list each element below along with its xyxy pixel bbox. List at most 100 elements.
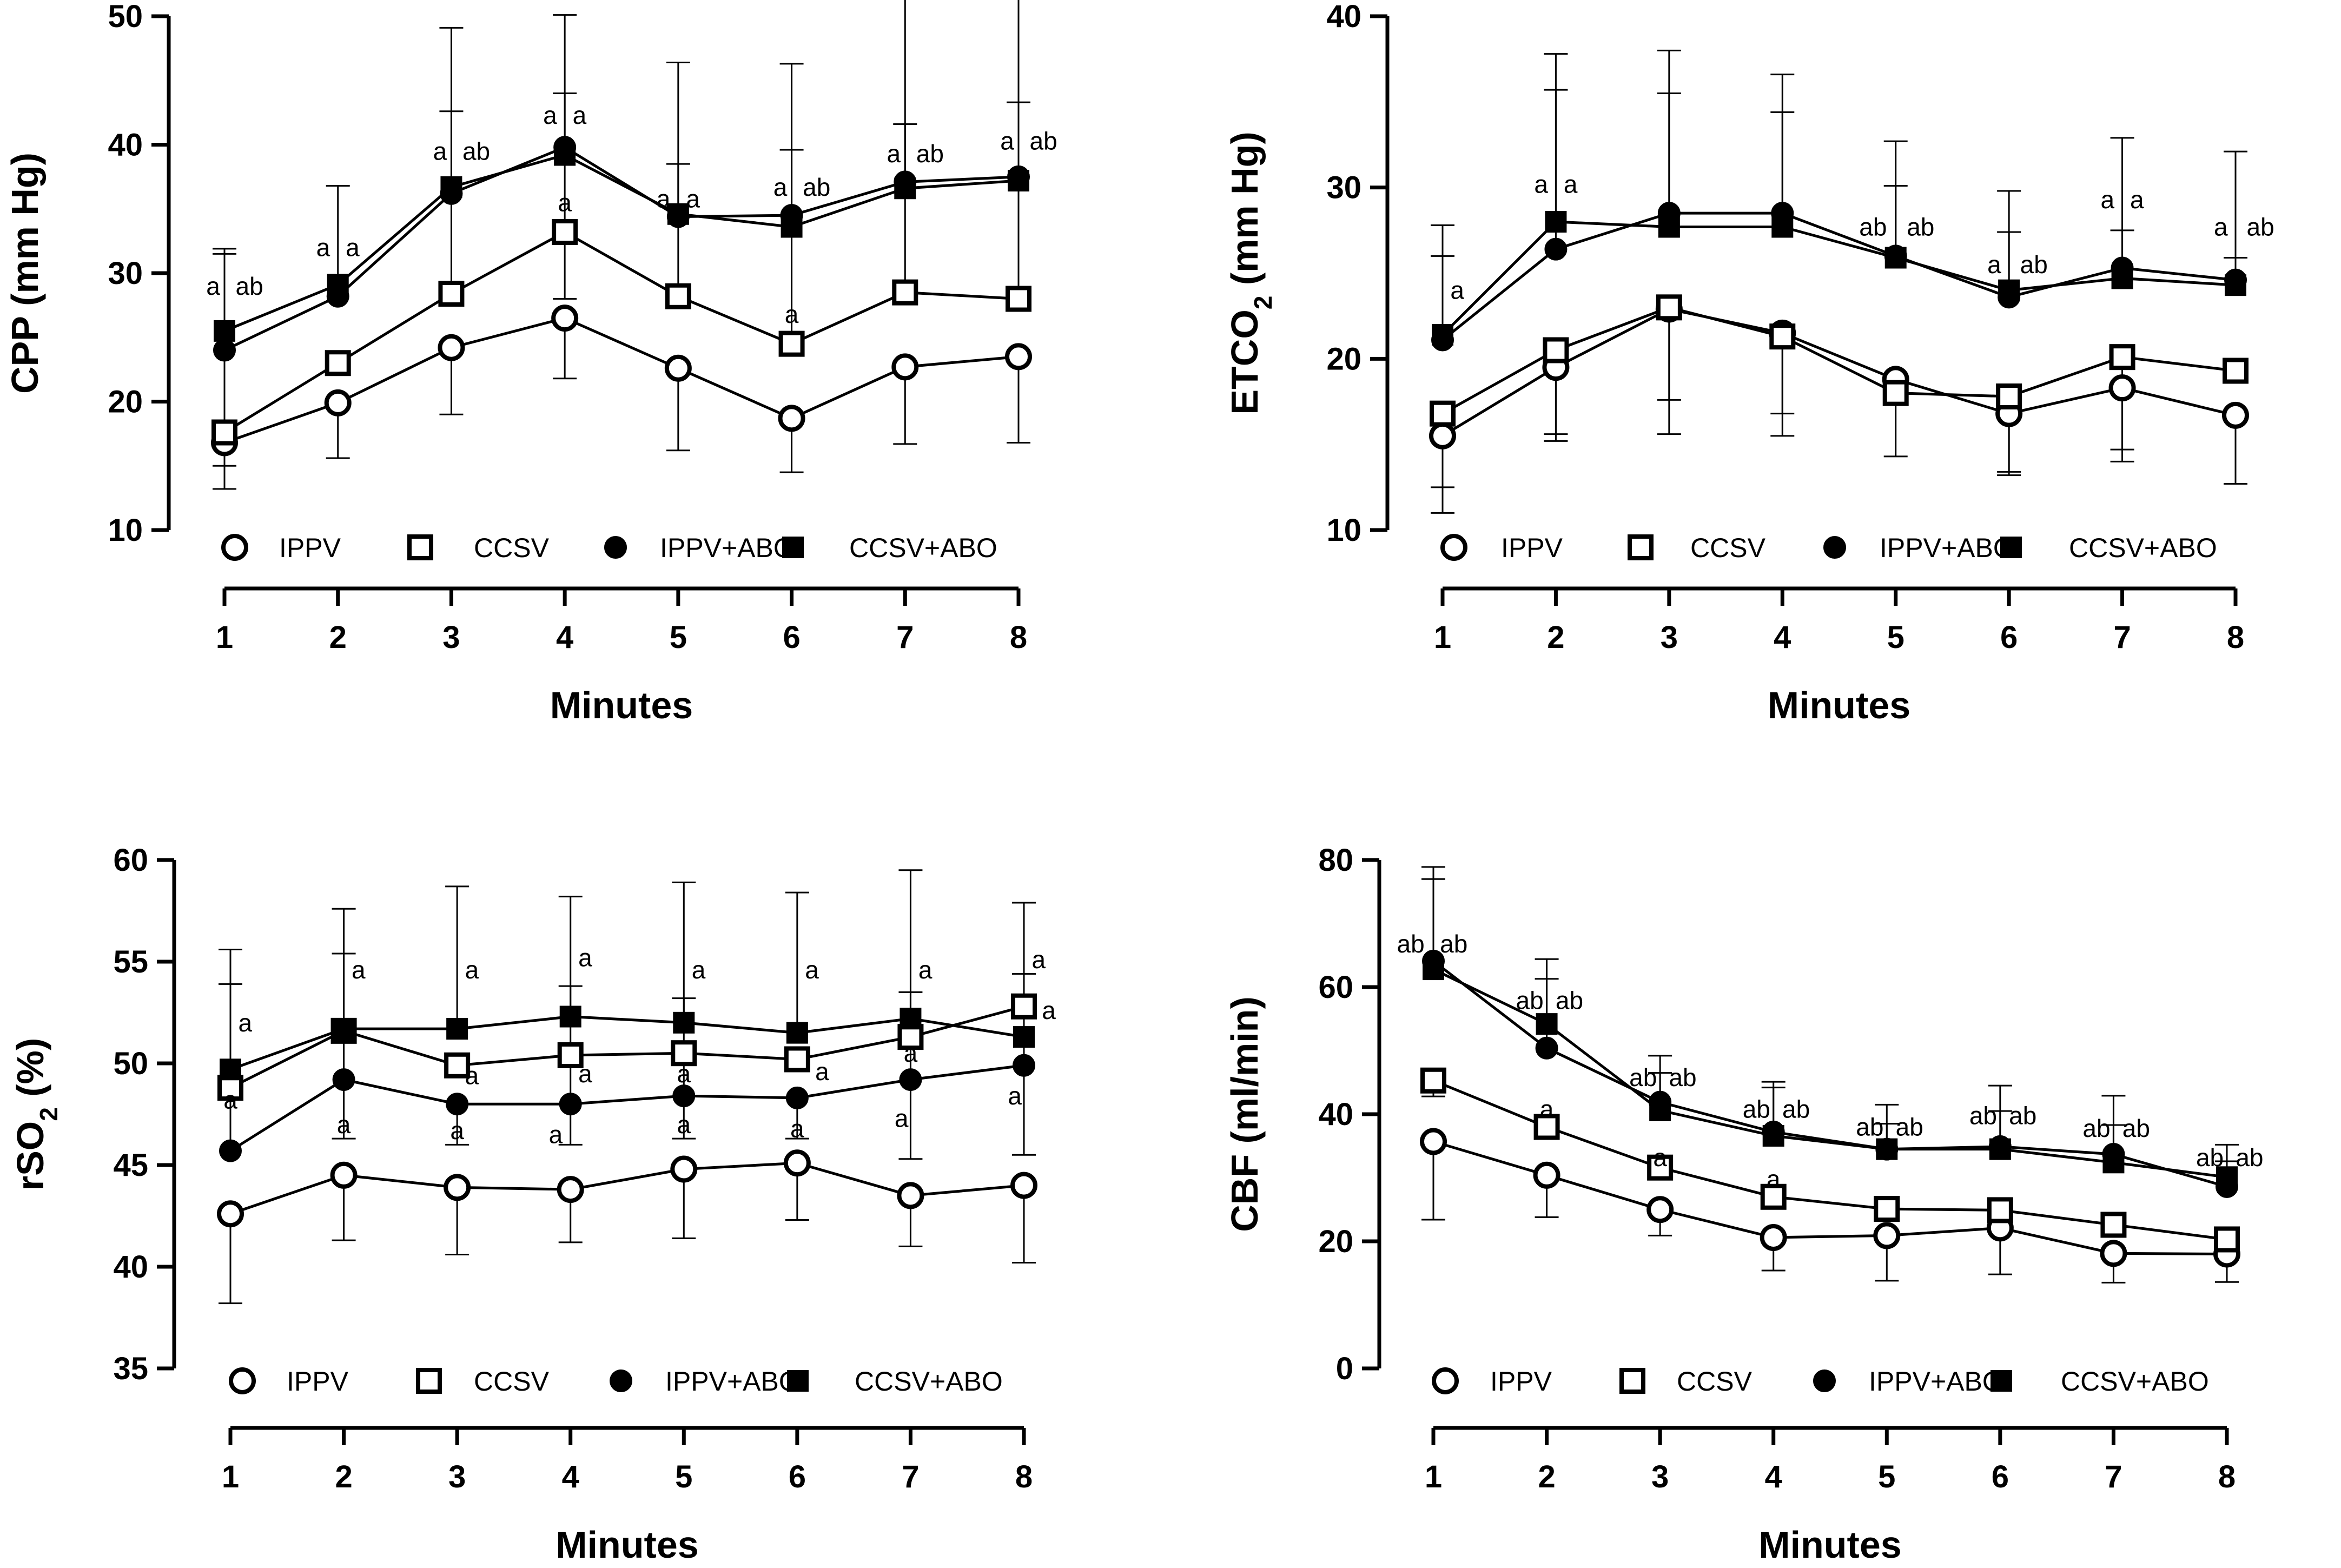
data-point: [559, 1005, 581, 1028]
annotation-label: a: [686, 184, 700, 213]
data-point: [220, 1058, 241, 1081]
annotation-label: a: [578, 943, 592, 971]
annotation-label: a: [223, 1086, 237, 1114]
data-point: [899, 1068, 922, 1091]
data-point: [1882, 380, 1909, 406]
series-line: [230, 1161, 1024, 1215]
y-tick-label: 40: [108, 128, 143, 163]
y-tick-label: 20: [1326, 341, 1361, 376]
x-tick-label: 7: [896, 620, 914, 655]
y-axis-title: CBF (ml/min): [1224, 996, 1266, 1232]
data-point: [1535, 1036, 1558, 1060]
x-tick-label: 4: [556, 620, 573, 655]
annotation-label: a: [316, 234, 330, 262]
legend-filled-square-icon: [787, 1370, 809, 1392]
data-point: [552, 219, 578, 245]
data-point: [1543, 337, 1569, 363]
series-line: [223, 230, 1019, 434]
data-point: [1533, 1161, 1560, 1189]
annotation-label: a: [2101, 186, 2115, 214]
series-ccsv-abo: [1432, 211, 2246, 346]
y-tick-label: 40: [1318, 1097, 1353, 1132]
annotation-label: a: [1653, 1143, 1667, 1172]
annotation-label: a: [2214, 213, 2228, 241]
x-tick-label: 7: [902, 1459, 919, 1494]
data-point: [438, 281, 465, 307]
y-axis-title: rSO2 (%): [9, 1038, 63, 1190]
data-point: [1987, 1197, 2013, 1223]
x-tick-label: 3: [448, 1459, 466, 1494]
data-point: [784, 1046, 810, 1073]
data-point: [897, 1182, 924, 1209]
series-ccsv-abo: [214, 144, 1029, 342]
data-point: [781, 216, 803, 238]
annotation-label: ab: [2020, 250, 2048, 279]
annotation-label: ab: [2196, 1143, 2224, 1172]
data-point: [670, 1155, 698, 1183]
annotation-label: ab: [1440, 930, 1467, 958]
x-tick-label: 1: [1425, 1459, 1442, 1494]
annotation-label: a: [1767, 1165, 1781, 1193]
data-point: [324, 389, 352, 416]
x-tick-label: 2: [1547, 620, 1564, 655]
x-tick-label: 6: [783, 620, 800, 655]
data-point: [446, 1018, 468, 1040]
annotation-label: a: [677, 1110, 691, 1139]
x-tick-label: 2: [1538, 1459, 1555, 1494]
data-point: [332, 1068, 355, 1091]
x-tick-label: 6: [789, 1459, 806, 1494]
data-point: [1647, 1154, 1674, 1181]
data-point: [333, 1018, 355, 1040]
annotation-label: a: [450, 1116, 464, 1144]
data-point: [557, 1176, 584, 1203]
y-tick-label: 0: [1336, 1351, 1353, 1386]
annotation-label: a: [573, 101, 587, 129]
data-point: [1544, 237, 1568, 261]
annotation-label: ab: [1030, 127, 1057, 155]
x-axis-title: Minutes: [550, 684, 693, 726]
annotation-label: a: [785, 300, 799, 328]
data-point: [1011, 993, 1037, 1020]
legend-open-square-icon: [416, 1368, 442, 1394]
data-point: [785, 1086, 809, 1109]
data-point: [892, 279, 918, 306]
legend-label: IPPV+ABO: [1869, 1366, 2003, 1397]
data-point: [1656, 294, 1682, 321]
annotation-label: a: [1564, 170, 1578, 198]
data-point: [1998, 279, 2020, 301]
legend-open-square-icon: [407, 534, 433, 560]
annotation-label: ab: [2246, 213, 2274, 241]
y-axis-title-main: ETCO: [1224, 309, 1266, 414]
annotation-label: a: [887, 140, 901, 168]
data-point: [440, 176, 462, 198]
annotation-label: a: [815, 1057, 829, 1086]
series-ippv: [211, 305, 1032, 456]
x-tick-label: 8: [1010, 620, 1027, 655]
data-point: [664, 354, 692, 382]
data-point: [2214, 1226, 2240, 1253]
annotation-label: ab: [1969, 1101, 1997, 1129]
series-line: [223, 145, 1019, 352]
legend-filled-square-icon: [782, 537, 804, 558]
data-point: [1005, 343, 1032, 371]
y-axis-title-main: rSO: [9, 1121, 51, 1190]
annotation-label: ab: [1397, 930, 1424, 958]
annotation-label: ab: [1743, 1095, 1770, 1123]
x-tick-label: 1: [216, 620, 233, 655]
y-tick-label: 50: [108, 0, 143, 34]
annotation-label: ab: [803, 173, 830, 201]
y-axis-title-suffix: (%): [9, 1038, 51, 1107]
data-point: [1873, 1222, 1901, 1249]
series-line: [1433, 1140, 2227, 1255]
data-point: [1874, 1196, 1900, 1222]
data-point: [2102, 1152, 2125, 1174]
data-point: [554, 144, 576, 166]
y-tick-label: 55: [113, 944, 148, 980]
y-tick-label: 10: [108, 513, 143, 548]
legend-label: IPPV+ABO: [1880, 533, 2014, 563]
data-point: [2100, 1240, 2127, 1267]
annotation-label: ab: [2236, 1143, 2263, 1172]
x-tick-label: 8: [2227, 620, 2244, 655]
